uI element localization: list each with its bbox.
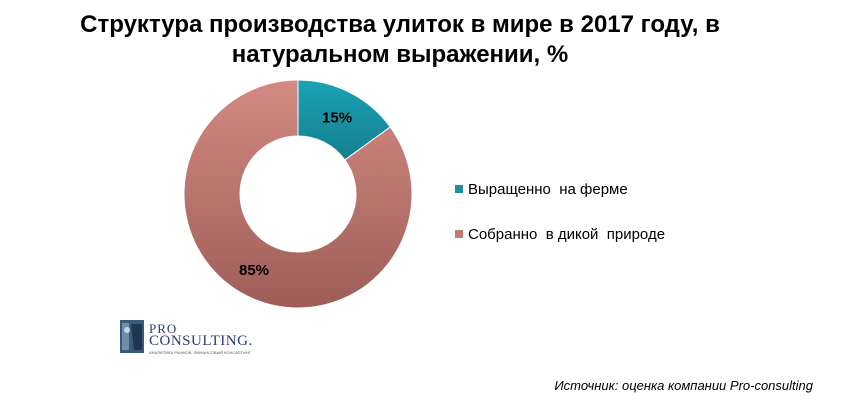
logo-mark-icon — [120, 320, 144, 353]
chart-title-line-2: натуральном выражении, % — [231, 41, 569, 68]
source-note: Источник: оценка компании Pro-consulting — [554, 378, 813, 393]
legend-swatch-wild — [455, 230, 463, 238]
legend-label-wild: Собранно в дикой природе — [468, 225, 666, 243]
logo-text-pro: PRO — [149, 321, 178, 336]
legend-item-farm: Выращенно на ферме — [455, 178, 665, 200]
pro-consulting-logo: PRO CONSULTING. АНАЛИТИКА РЫНКОВ, ФИНАНС… — [120, 320, 280, 360]
legend-label-farm: Выращенно на ферме — [468, 180, 628, 198]
chart-title: Структура производства улиток в мире в 2… — [40, 10, 760, 70]
legend-swatch-farm — [455, 185, 463, 193]
donut-label-farm: 15% — [322, 109, 352, 126]
donut-slice-wild — [183, 79, 413, 309]
chart-legend: Выращенно на ферме Собранно в дикой прир… — [455, 178, 665, 268]
legend-item-wild: Собранно в дикой природе — [455, 223, 665, 245]
chart-title-line-1: Структура производства улиток в мире в 2… — [80, 11, 720, 38]
donut-label-wild: 85% — [239, 262, 269, 279]
logo-text-consulting: CONSULTING. — [149, 333, 253, 349]
logo-tagline: АНАЛИТИКА РЫНКОВ, ФИНАНСОВЫЙ КОНСАЛТИНГ — [149, 350, 251, 355]
